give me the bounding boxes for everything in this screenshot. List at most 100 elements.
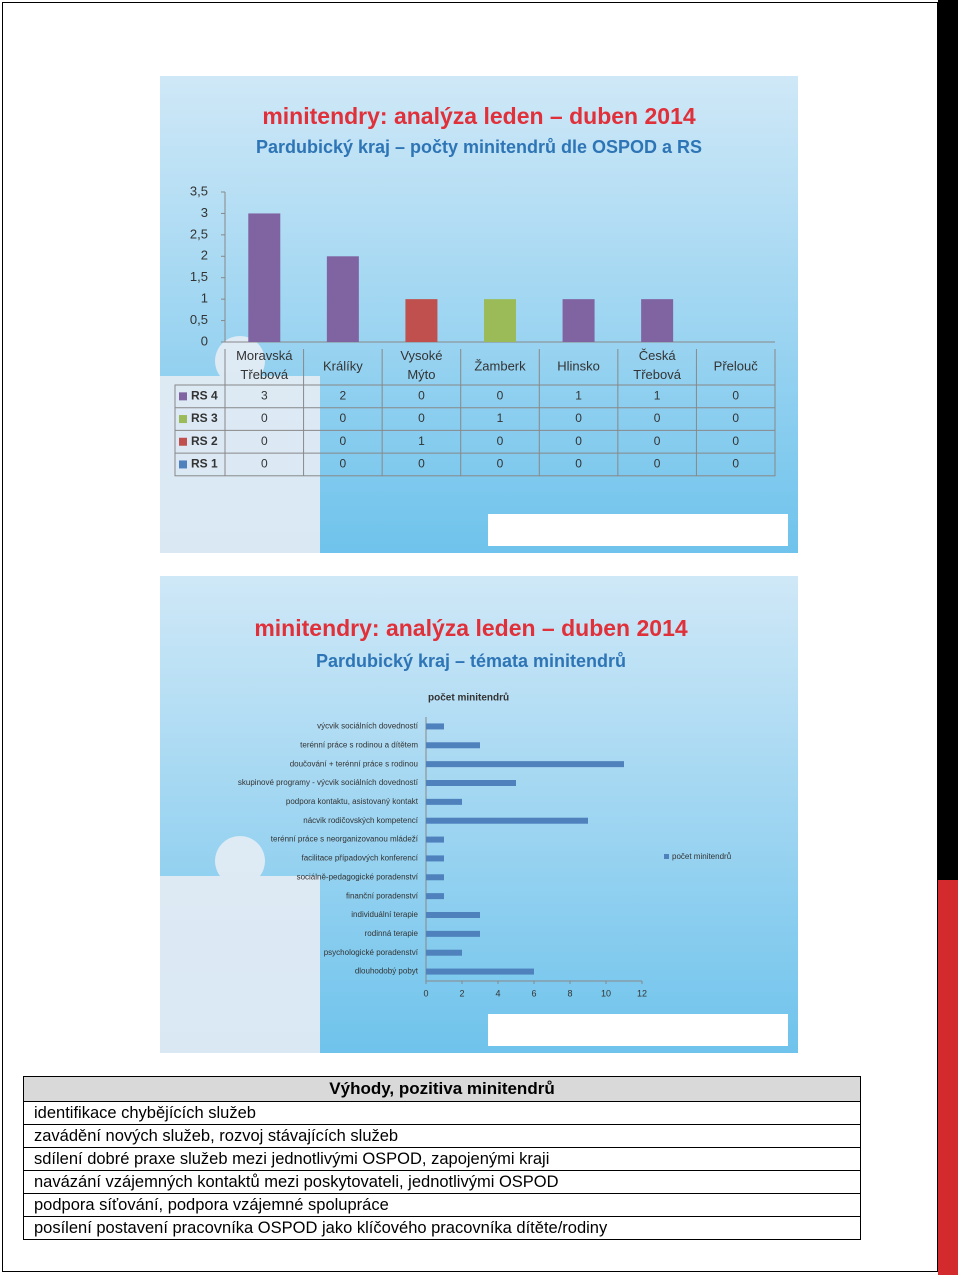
bar-segment [248,213,281,342]
table-value: 0 [575,457,582,471]
bar [426,798,462,805]
table-value: 0 [497,389,504,403]
y-tick-label: nácvik rodičovských kompetencí [303,816,418,825]
legend-label: RS 4 [191,389,218,403]
table-value: 2 [340,389,347,403]
y-tick-label: 0,5 [190,312,208,327]
y-tick-label: 1,5 [190,269,208,284]
x-tick-label: 6 [531,988,536,998]
y-tick-label: 3,5 [190,183,208,198]
table-value: 0 [418,389,425,403]
table-value: 1 [575,389,582,403]
slide: minitendry: analýza leden – duben 2014 P… [160,576,798,1053]
y-tick-label: individuální terapie [351,910,418,919]
slide-title: minitendry: analýza leden – duben 2014 [254,615,688,641]
table-value: 0 [654,411,661,425]
table-value: 0 [418,457,425,471]
table-row: identifikace chybějících služeb [23,1101,861,1125]
slide-title: minitendry: analýza leden – duben 2014 [262,103,696,129]
legend-label: RS 2 [191,434,218,448]
bar [426,817,588,824]
legend-swatch [664,854,669,859]
x-tick-label: Vysoké Mýto [400,348,442,382]
y-tick-label: finanční poradenství [346,891,419,900]
table: Výhody, pozitiva minitendrů identifikace… [23,1076,861,1240]
page-border [2,2,938,1272]
bar-segment [562,299,595,342]
x-tick-label: 4 [495,988,500,998]
table-value: 0 [654,457,661,471]
table-row: zavádění nových služeb, rozvoj stávající… [23,1124,861,1148]
y-tick-label: terénní práce s rodinou a dítětem [300,740,418,749]
bar [426,742,480,749]
table-value: 0 [732,389,739,403]
x-tick-label: Přelouč [714,358,759,373]
axis-title: počet minitendrů [428,692,509,704]
side-bar [938,0,958,880]
table-title: Výhody, pozitiva minitendrů [23,1076,861,1102]
table-value: 0 [575,411,582,425]
y-tick-label: podpora kontaktu, asistovaný kontakt [286,797,419,806]
bar-segment [326,256,359,342]
x-tick-label: Česká Třebová [633,348,681,382]
legend-swatch [179,437,187,446]
y-tick-label: dlouhodobý pobyt [355,967,419,976]
table-value: 1 [497,411,504,425]
bar [426,968,534,975]
table-value: 0 [418,411,425,425]
y-tick-label: doučování + terénní práce s rodinou [290,759,418,768]
bar [426,761,624,768]
legend-swatch [179,392,187,401]
slide-subtitle: Pardubický kraj – počty minitendrů dle O… [256,137,702,157]
bar [426,893,444,900]
table-value: 0 [261,411,268,425]
table-value: 1 [418,434,425,448]
table-value: 0 [261,434,268,448]
legend-label: RS 3 [191,411,218,425]
y-tick-label: 2,5 [190,226,208,241]
bar [426,874,444,881]
y-tick-label: psychologické poradenství [324,948,419,957]
y-tick-label: sociálně-pedagogické poradenství [297,872,419,881]
bar-segment [405,299,438,342]
bar [426,949,462,956]
table-value: 0 [732,411,739,425]
bar [426,780,516,786]
legend-swatch [179,460,187,469]
bar [426,912,480,918]
bar [426,930,480,937]
logo-strip [488,514,788,546]
x-tick-label: Moravská Třebová [236,348,293,382]
table-value: 1 [654,389,661,403]
x-tick-label: Králíky [323,358,363,373]
x-tick-label: 8 [567,988,572,998]
table-value: 0 [340,411,347,425]
legend-label: RS 1 [191,457,218,471]
table-value: 3 [261,389,268,403]
bar-segment [484,299,516,342]
table-value: 0 [340,457,347,471]
x-tick-label: 10 [601,988,611,998]
bar-segment [641,299,674,342]
table-value: 0 [340,434,347,448]
y-tick-label: facilitace případových konferencí [301,854,418,863]
logo-strip [488,1014,788,1046]
slide: minitendry: analýza leden – duben 2014 P… [160,76,798,553]
table-value: 0 [732,457,739,471]
slide-subtitle: Pardubický kraj – témata minitendrů [316,651,626,671]
table-value: 0 [497,434,504,448]
x-tick-label: 2 [459,988,464,998]
table-row: sdílení dobré praxe služeb mezi jednotli… [23,1147,861,1171]
table-value: 0 [575,434,582,448]
legend-label: počet minitendrů [672,852,731,861]
bar [426,855,444,862]
x-tick-label: Žamberk [474,358,526,373]
bar [426,723,444,730]
table-row: posílení postavení pracovníka OSPOD jako… [23,1216,861,1240]
y-tick-label: výcvik sociálních dovedností [317,722,419,731]
y-tick-label: terénní práce s neorganizovanou mládeží [271,835,419,844]
table-value: 0 [732,434,739,448]
puzzle-decoration [160,836,320,1053]
x-tick-label: Hlinsko [557,358,600,373]
